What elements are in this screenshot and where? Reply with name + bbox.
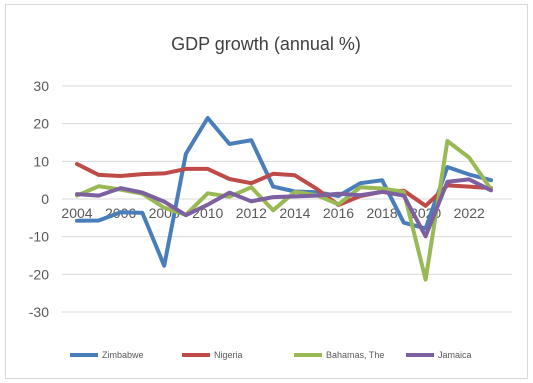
y-tick-label: 0	[41, 191, 49, 207]
legend-label-nigeria: Nigeria	[214, 350, 243, 360]
series-line-nigeria	[75, 162, 493, 208]
gridlines	[62, 85, 512, 313]
x-tick-label: 2018	[366, 205, 397, 221]
legend-label-jamaica: Jamaica	[438, 350, 472, 360]
series-lines	[75, 116, 493, 282]
legend-label-zimbabwe: Zimbabwe	[102, 350, 144, 360]
y-tick-label: -30	[29, 304, 49, 320]
y-axis-ticks: 30 20 10 0 -10 -20 -30	[29, 78, 49, 320]
x-tick-label: 2004	[61, 205, 92, 221]
y-tick-label: -20	[29, 266, 49, 282]
chart-title: GDP growth (annual %)	[171, 34, 361, 54]
x-tick-label: 2010	[192, 205, 223, 221]
series-line-jamaica	[75, 177, 493, 239]
legend: Zimbabwe Nigeria Bahamas, The Jamaica	[70, 350, 472, 360]
y-tick-label: -10	[29, 229, 49, 245]
x-tick-label: 2022	[454, 205, 485, 221]
y-tick-label: 10	[33, 153, 49, 169]
x-tick-label: 2012	[236, 205, 267, 221]
legend-label-bahamas-the: Bahamas, The	[326, 350, 384, 360]
x-tick-label: 2016	[323, 205, 354, 221]
x-tick-label: 2014	[279, 205, 310, 221]
y-tick-label: 20	[33, 116, 49, 132]
y-tick-label: 30	[33, 78, 49, 94]
